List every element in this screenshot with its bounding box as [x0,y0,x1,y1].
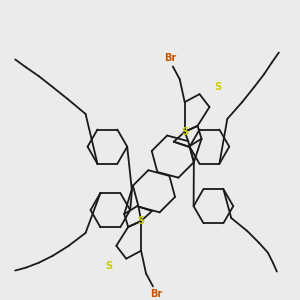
Text: S: S [105,261,112,271]
Text: S: S [137,216,145,226]
Text: S: S [214,82,221,92]
Text: S: S [181,127,188,137]
Text: Br: Br [164,53,176,64]
Text: Br: Br [150,289,162,299]
